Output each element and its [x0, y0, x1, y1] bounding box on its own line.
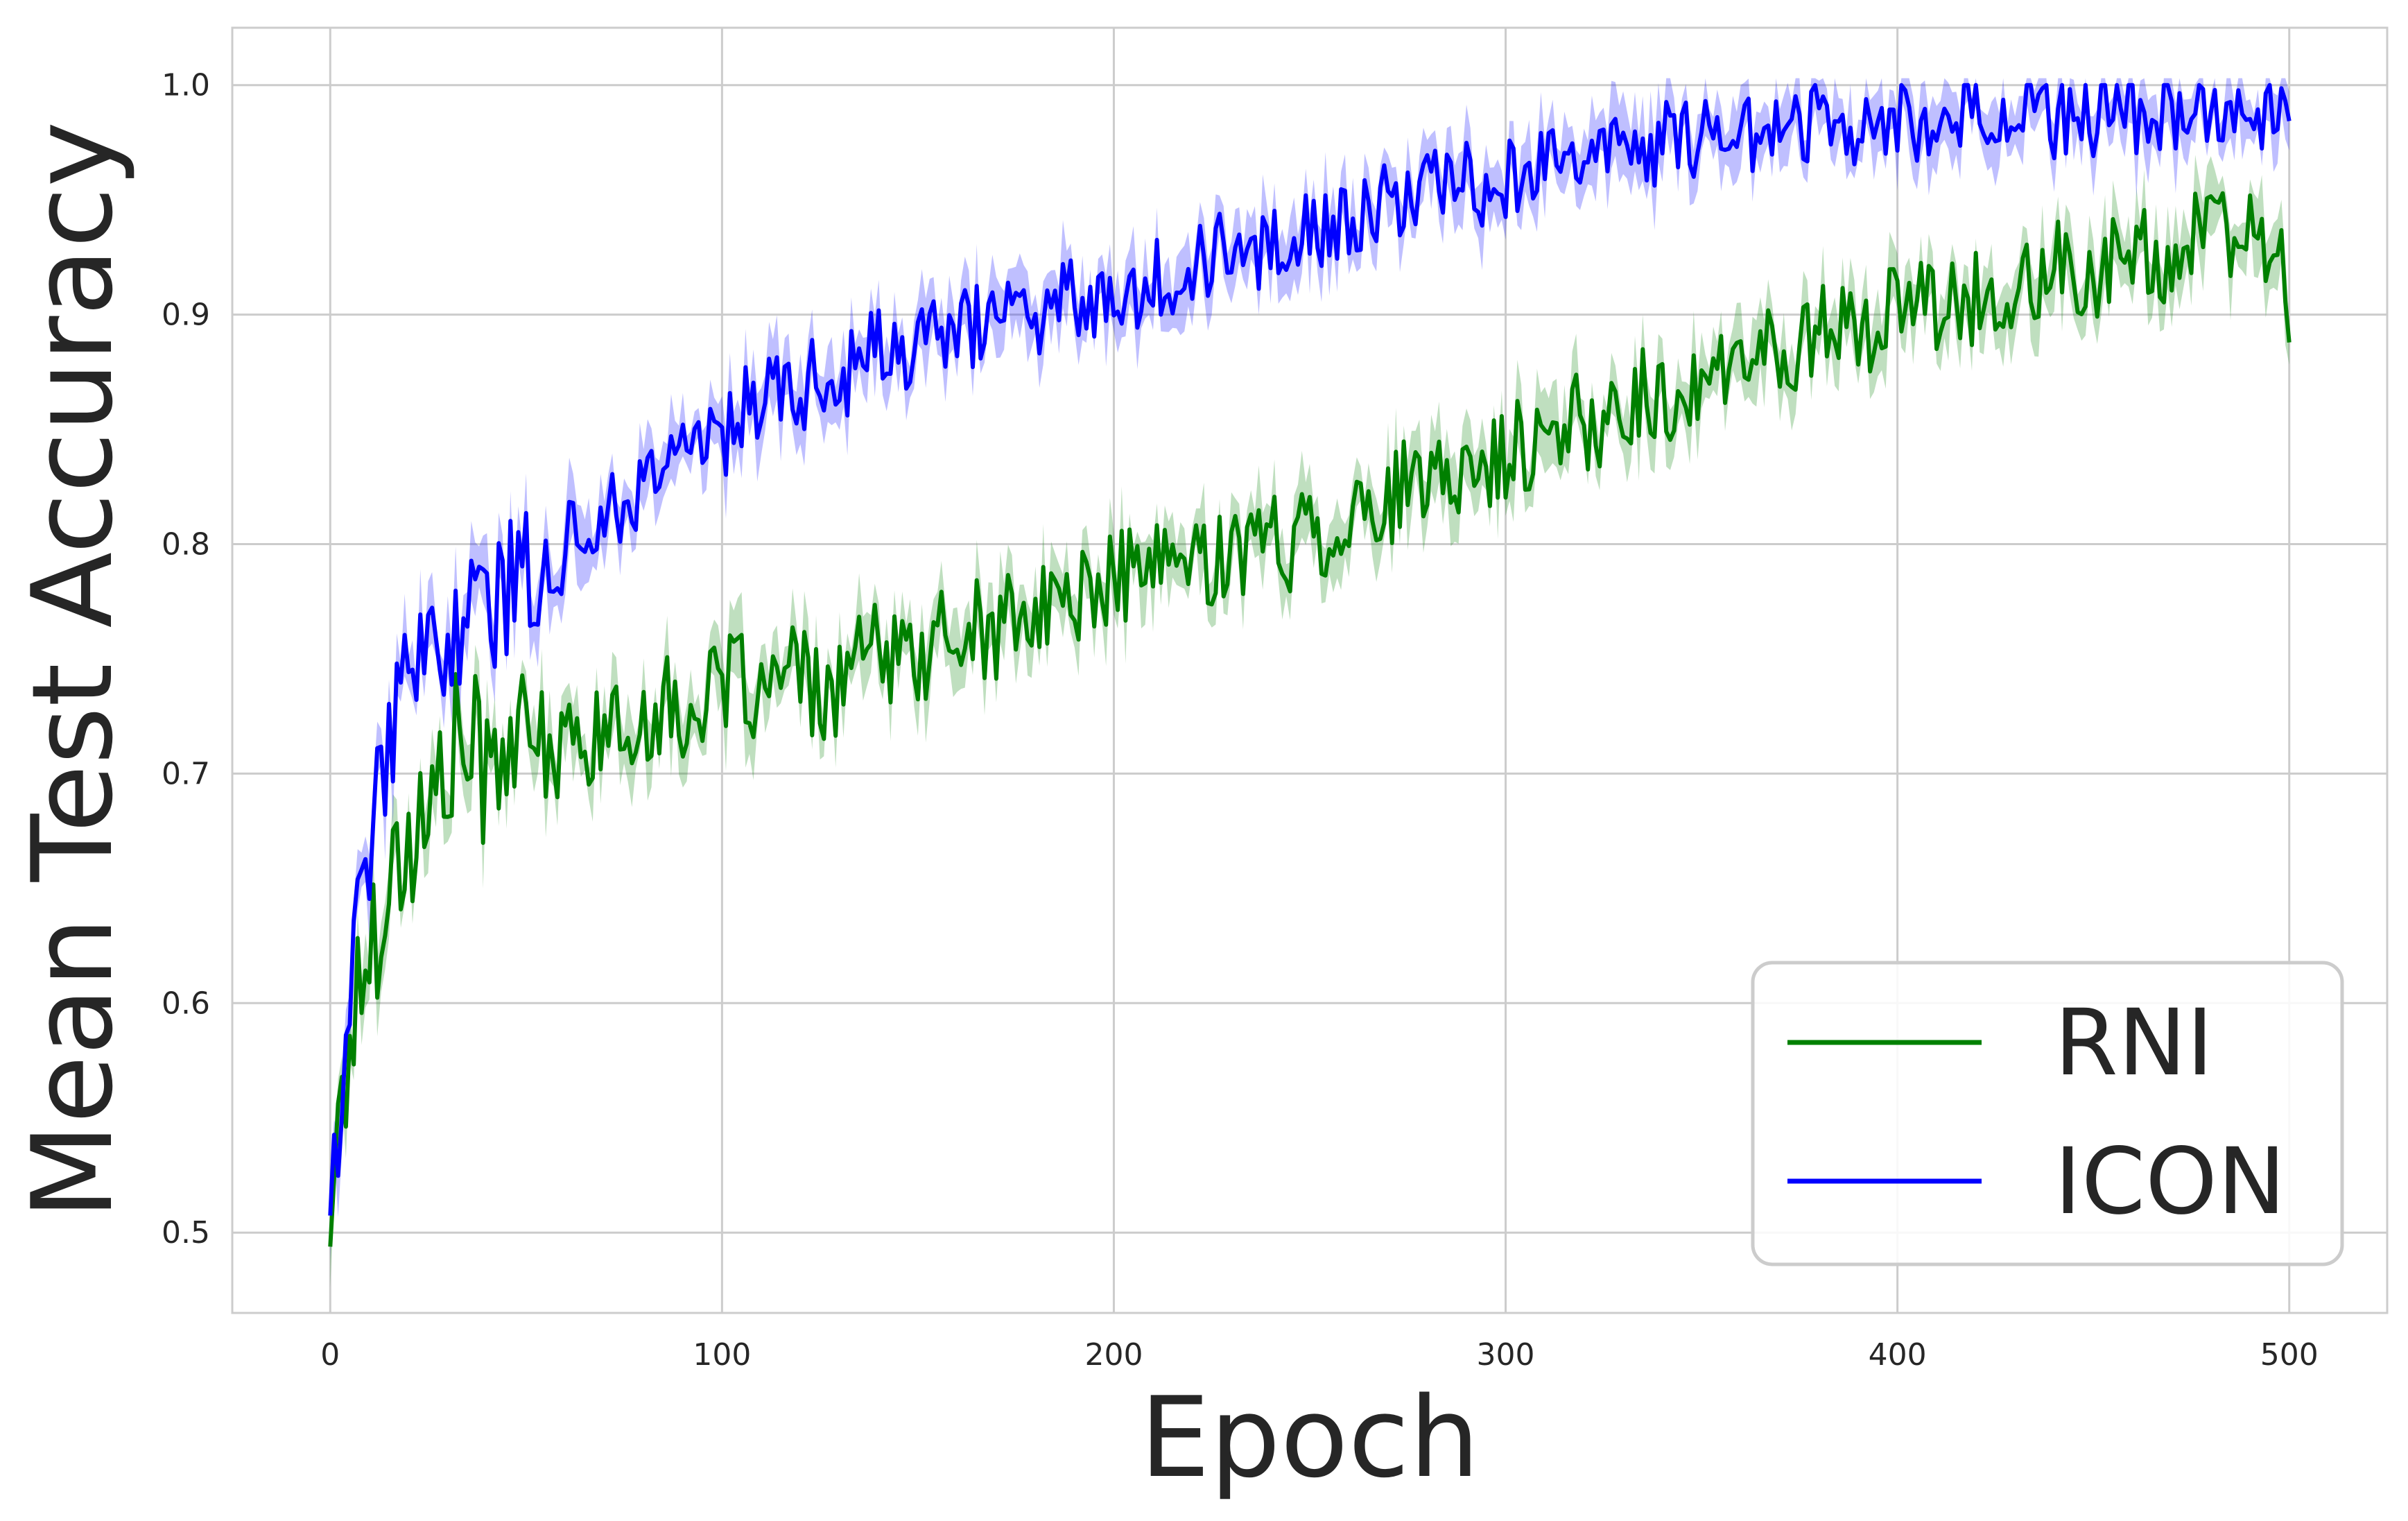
- y-axis-label: Mean Test Accuracy: [8, 121, 137, 1219]
- y-tick-label: 0.5: [162, 1215, 210, 1251]
- y-tick-label: 0.8: [162, 527, 210, 562]
- legend-label-icon: ICON: [2054, 1128, 2286, 1235]
- y-tick-label: 0.6: [162, 986, 210, 1021]
- legend: RNI ICON: [1751, 961, 2344, 1266]
- x-tick-label: 0: [320, 1337, 340, 1373]
- x-tick-label: 100: [693, 1337, 751, 1373]
- y-tick-label: 0.7: [162, 756, 210, 791]
- series-line-rni: [328, 191, 2292, 1247]
- plot-frame: [231, 26, 2389, 1314]
- y-axis-ticks: 0.5 0.6 0.7 0.8 0.9 1.0: [162, 68, 210, 1251]
- x-tick-label: 400: [1869, 1337, 1927, 1373]
- y-tick-label: 0.9: [162, 298, 210, 333]
- x-axis-ticks: 0 100 200 300 400 500: [320, 1337, 2318, 1373]
- x-tick-label: 300: [1477, 1337, 1535, 1373]
- x-axis-label: Epoch: [1140, 1373, 1480, 1502]
- x-tick-label: 200: [1084, 1337, 1143, 1373]
- legend-box: [1751, 961, 2344, 1266]
- legend-label-rni: RNI: [2054, 990, 2213, 1097]
- x-tick-label: 500: [2260, 1337, 2319, 1373]
- series-lines: [328, 83, 2292, 1247]
- series-line-icon: [328, 83, 2292, 1216]
- y-tick-label: 1.0: [162, 68, 210, 103]
